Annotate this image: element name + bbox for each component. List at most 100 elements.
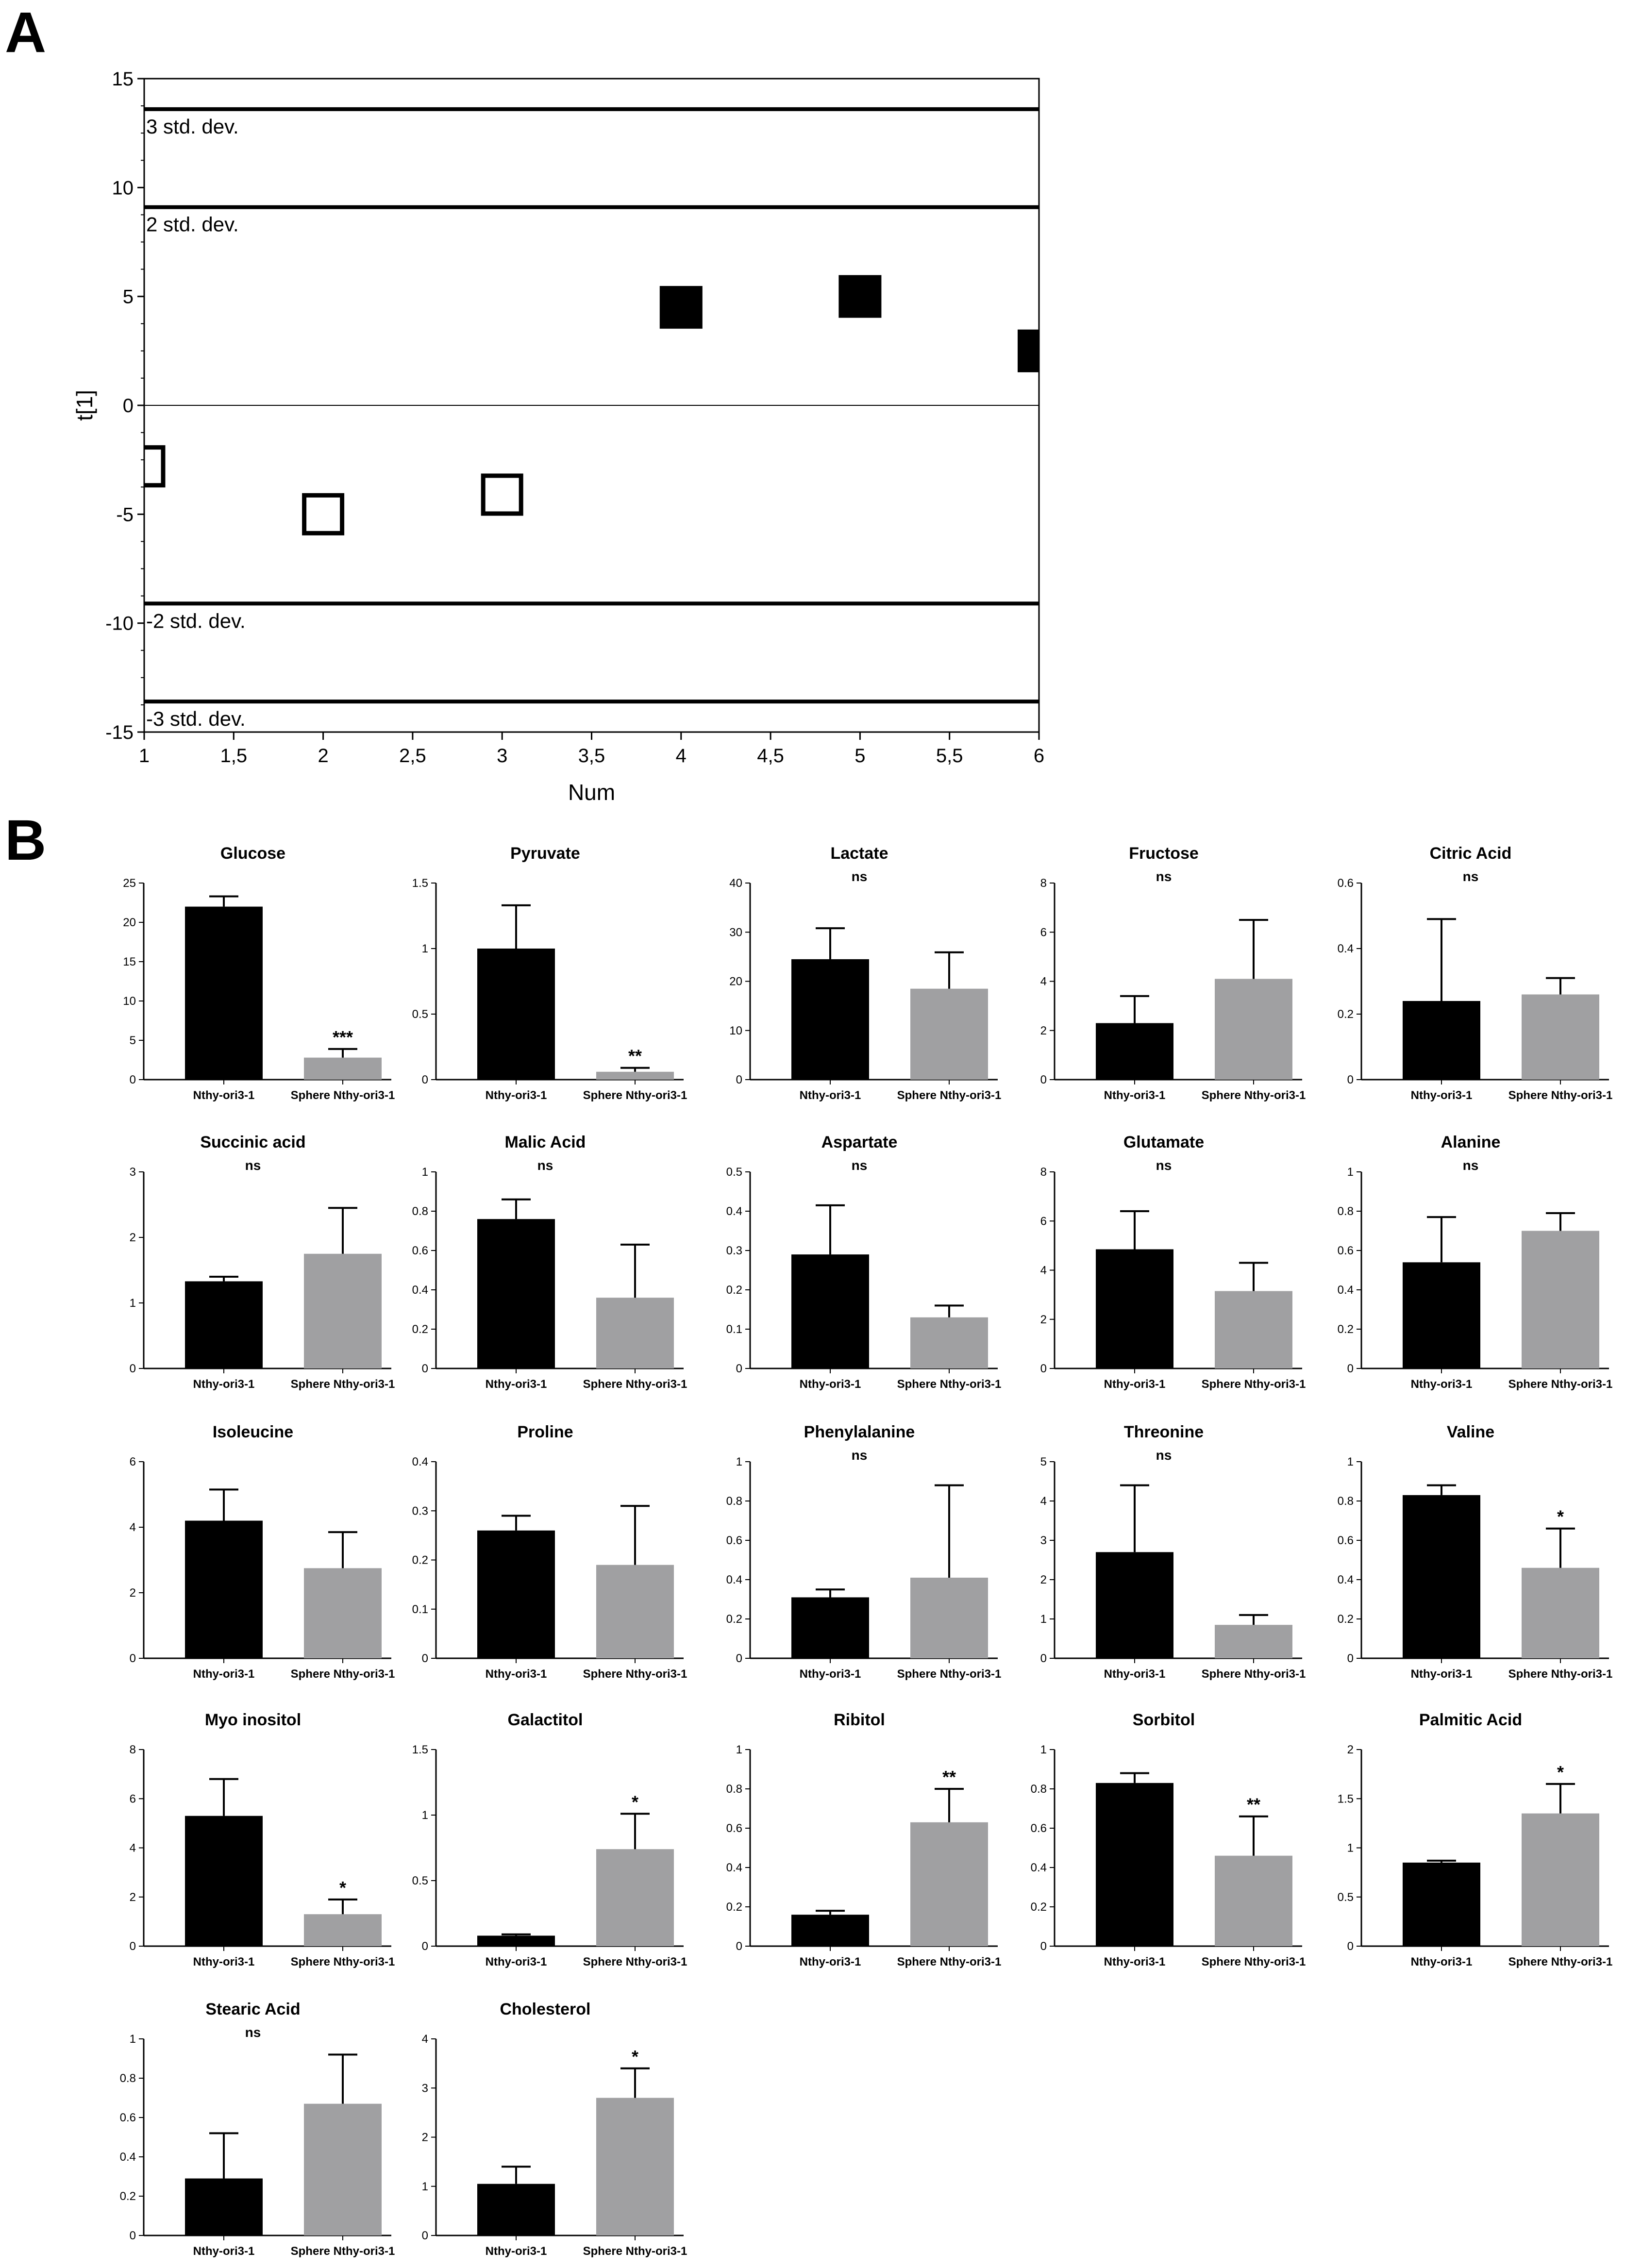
bar-sphere bbox=[1522, 1813, 1599, 1946]
y-tick-label: 0.4 bbox=[1031, 1861, 1047, 1874]
y-tick-label: 0.2 bbox=[726, 1284, 742, 1297]
y-tick-label: 0.6 bbox=[1338, 1534, 1354, 1547]
category-label: Sphere Nthy-ori3-1 bbox=[1508, 1955, 1613, 1968]
y-tick-label: 0.6 bbox=[726, 1822, 742, 1835]
y-tick-label: 10 bbox=[729, 1024, 742, 1037]
y-tick-label: 2 bbox=[1347, 1743, 1354, 1756]
category-label: Sphere Nthy-ori3-1 bbox=[583, 1378, 687, 1391]
bar-nthy bbox=[477, 2184, 555, 2235]
y-tick-label: 1 bbox=[422, 2180, 428, 2193]
significance-label: ns bbox=[1463, 869, 1479, 884]
y-tick-label: 0 bbox=[736, 1362, 742, 1375]
y-tick-label: 20 bbox=[123, 916, 136, 929]
y-tick-label: 0.4 bbox=[726, 1861, 742, 1874]
significance-label: *** bbox=[333, 1027, 353, 1047]
x-tick-label: 5 bbox=[855, 745, 865, 767]
y-tick-label: 3 bbox=[130, 1166, 136, 1179]
sample-point-adherent bbox=[481, 473, 523, 516]
category-label: Nthy-ori3-1 bbox=[800, 1378, 861, 1391]
category-label: Sphere Nthy-ori3-1 bbox=[897, 1668, 1002, 1681]
bar-chart-galactitol: Galactitol 0 0.5 1 1.5 Nthy-ori3-1 Sphere Nthy… bbox=[412, 1711, 687, 1968]
bar-sphere bbox=[596, 1071, 674, 1080]
y-tick-label: 8 bbox=[130, 1743, 136, 1756]
y-tick-label: 1.5 bbox=[412, 877, 428, 890]
y-tick-label: 6 bbox=[130, 1792, 136, 1805]
y-tick-label: 1 bbox=[422, 942, 428, 955]
y-tick-label: 0.2 bbox=[1338, 1613, 1354, 1626]
significance-label: * bbox=[632, 2047, 638, 2067]
std-dev-label: 2 std. dev. bbox=[146, 213, 239, 236]
y-tick-label: 2 bbox=[1040, 1313, 1047, 1326]
category-label: Sphere Nthy-ori3-1 bbox=[1508, 1668, 1613, 1681]
bar-chart-ribitol: Ribitol 0 0.2 0.4 0.6 0.8 1 Nthy-ori3-1 Sphere N… bbox=[726, 1711, 1002, 1968]
bar-chart-sorbitol: Sorbitol 0 0.2 0.4 0.6 0.8 1 Nthy-ori3-1 Sphere … bbox=[1031, 1711, 1306, 1968]
y-tick-label: 3 bbox=[1040, 1534, 1047, 1547]
y-tick-label: 0.3 bbox=[726, 1244, 742, 1257]
category-label: Sphere Nthy-ori3-1 bbox=[291, 1668, 395, 1681]
std-dev-label: -2 std. dev. bbox=[146, 609, 246, 632]
bar-nthy bbox=[185, 2178, 263, 2235]
category-label: Nthy-ori3-1 bbox=[486, 2245, 547, 2258]
chart-title: Valine bbox=[1447, 1423, 1494, 1441]
y-tick-label: 0 bbox=[130, 1362, 136, 1375]
category-label: Sphere Nthy-ori3-1 bbox=[1202, 1668, 1306, 1681]
x-tick-label: 3,5 bbox=[578, 745, 605, 767]
y-tick-label: 30 bbox=[729, 926, 742, 939]
y-tick-label: 1 bbox=[130, 1297, 136, 1310]
y-tick-label: 25 bbox=[123, 877, 136, 890]
y-tick-label: 15 bbox=[112, 68, 134, 90]
y-tick-label: 5 bbox=[123, 286, 134, 308]
bar-sphere bbox=[910, 1577, 988, 1658]
bar-sphere bbox=[304, 1253, 382, 1368]
bar-nthy bbox=[477, 1219, 555, 1368]
bar-sphere bbox=[596, 1849, 674, 1946]
category-label: Nthy-ori3-1 bbox=[1411, 1668, 1473, 1681]
bar-chart-aspartate: Aspartate ns 0 0.1 0.2 0.3 0.4 0.5 Nthy-ori3-1 Sp… bbox=[726, 1133, 1002, 1391]
chart-title: Threonine bbox=[1124, 1423, 1204, 1441]
category-label: Sphere Nthy-ori3-1 bbox=[1508, 1089, 1613, 1102]
y-tick-label: 0.6 bbox=[120, 2111, 136, 2124]
y-tick-label: 0.1 bbox=[726, 1323, 742, 1336]
x-tick-label: 4,5 bbox=[757, 745, 784, 767]
x-tick-label: 6 bbox=[1034, 745, 1044, 767]
y-tick-label: 3 bbox=[422, 2082, 428, 2095]
bar-nthy bbox=[185, 1520, 263, 1658]
y-tick-label: 10 bbox=[112, 177, 134, 199]
significance-label: * bbox=[339, 1878, 346, 1898]
std-dev-label: 3 std. dev. bbox=[146, 115, 239, 138]
panel-a-label: A bbox=[5, 0, 47, 65]
bar-nthy bbox=[477, 949, 555, 1080]
y-tick-label: 4 bbox=[130, 1842, 136, 1855]
y-tick-label: 4 bbox=[130, 1521, 136, 1534]
bar-nthy bbox=[1096, 1552, 1173, 1658]
y-tick-label: 0.4 bbox=[726, 1573, 742, 1586]
bar-chart-citric-acid: Citric Acid ns 0 0.2 0.4 0.6 Nthy-ori3-1 Sphere… bbox=[1338, 844, 1613, 1102]
y-tick-label: 0.2 bbox=[412, 1323, 428, 1336]
y-tick-label: 1.5 bbox=[412, 1743, 428, 1756]
category-label: Nthy-ori3-1 bbox=[1104, 1668, 1166, 1681]
x-tick-label: 2 bbox=[318, 745, 328, 767]
category-label: Nthy-ori3-1 bbox=[193, 2245, 255, 2258]
category-label: Sphere Nthy-ori3-1 bbox=[583, 1089, 687, 1102]
y-tick-label: -10 bbox=[105, 613, 134, 634]
y-tick-label: 0.5 bbox=[412, 1008, 428, 1021]
y-tick-label: 0 bbox=[1040, 1940, 1047, 1953]
y-tick-label: 0 bbox=[422, 1940, 428, 1953]
bar-sphere bbox=[304, 1568, 382, 1658]
bar-nthy bbox=[1403, 1262, 1480, 1368]
y-tick-label: 0 bbox=[422, 1073, 428, 1086]
chart-title: Glucose bbox=[220, 844, 285, 863]
bar-nthy bbox=[791, 959, 869, 1080]
y-tick-label: 0.2 bbox=[1338, 1008, 1354, 1021]
y-tick-label: 0 bbox=[130, 2229, 136, 2242]
chart-title: Stearic Acid bbox=[205, 2000, 300, 2018]
sample-point-adherent bbox=[302, 493, 345, 535]
category-label: Nthy-ori3-1 bbox=[1104, 1378, 1166, 1391]
y-tick-label: 1 bbox=[1040, 1743, 1047, 1756]
significance-label: ns bbox=[1156, 1448, 1172, 1463]
y-tick-label: 0.4 bbox=[1338, 1573, 1354, 1586]
y-tick-label: 1 bbox=[422, 1166, 428, 1179]
bar-chart-glutamate: Glutamate ns 0 2 4 6 8 Nthy-ori3-1 Sphere Nthy-o… bbox=[1040, 1133, 1306, 1391]
chart-title: Ribitol bbox=[834, 1711, 885, 1729]
bar-nthy bbox=[1403, 1862, 1480, 1946]
